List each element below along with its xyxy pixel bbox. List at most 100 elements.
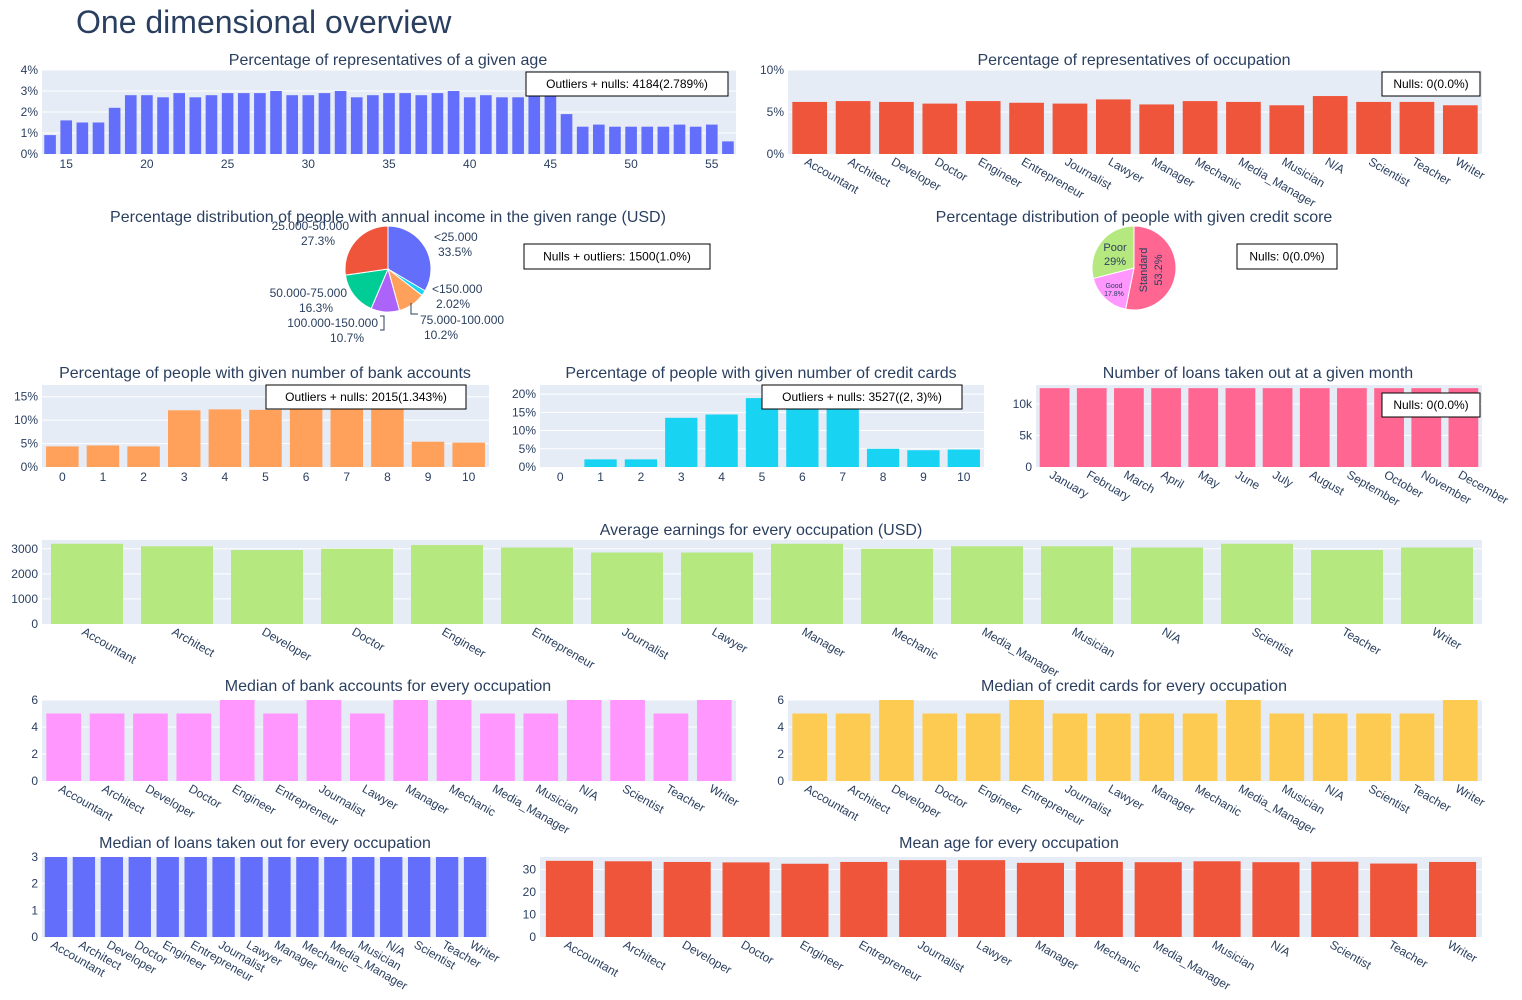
x-tick-label: 5: [262, 470, 269, 484]
bar: [350, 97, 363, 154]
bar: [1139, 104, 1175, 154]
y-tick-label: 30: [523, 862, 537, 876]
bar: [947, 449, 980, 467]
bar: [1041, 546, 1113, 624]
y-tick-label: 4: [31, 720, 38, 734]
x-tick-label: Mechanic: [1193, 154, 1244, 192]
pie-slice: [1092, 267, 1135, 310]
bar: [1151, 388, 1181, 467]
bar: [1442, 105, 1478, 154]
bar: [371, 409, 404, 467]
bar: [1312, 713, 1348, 781]
slice-label: 100.000-150.000: [287, 316, 378, 330]
bar: [436, 700, 472, 781]
slice-percent: 53.2%: [1153, 254, 1165, 285]
bar: [399, 93, 411, 154]
bar: [480, 713, 515, 781]
bar: [593, 124, 605, 154]
x-tick-label: Manager: [403, 781, 451, 817]
bar: [124, 95, 137, 154]
bar: [1009, 102, 1044, 154]
x-tick-label: Engineer: [797, 937, 846, 973]
x-tick-label: 15: [60, 157, 74, 171]
bar: [219, 700, 255, 781]
bar: [189, 97, 202, 154]
annotation-text: Outliers + nulls: 3527((2, 3)%): [782, 390, 942, 404]
x-tick-label: 30: [302, 157, 316, 171]
x-tick-label: July: [1270, 467, 1295, 490]
y-tick-label: 10k: [1013, 397, 1033, 411]
x-tick-label: Manager: [1033, 937, 1081, 973]
bar: [965, 713, 1001, 781]
bar: [951, 546, 1023, 624]
bar: [1269, 105, 1305, 154]
bar: [705, 124, 718, 154]
chart-title: Percentage of people with given number o…: [565, 365, 956, 382]
bar: [879, 700, 914, 781]
y-tick-label: 0: [31, 930, 38, 944]
bar: [1095, 99, 1131, 154]
bar: [480, 95, 492, 154]
bar: [673, 124, 686, 154]
bar: [899, 860, 947, 937]
x-tick-label: May: [1196, 467, 1223, 490]
bar: [76, 122, 89, 154]
bar: [792, 101, 828, 154]
chart-title: Median of loans taken out for every occu…: [99, 835, 431, 852]
y-tick-label: 1000: [11, 592, 38, 606]
bar: [1131, 547, 1203, 624]
pie-slice: [1125, 225, 1177, 311]
bar: [156, 857, 179, 937]
x-tick-label: Journalist: [620, 624, 672, 662]
bar: [1009, 700, 1044, 781]
y-tick-label: 5k: [1019, 428, 1033, 442]
chart-title: Percentage of people with given number o…: [59, 365, 471, 382]
annotation-text: Nulls: 0(0.0%): [1393, 398, 1468, 412]
x-tick-label: 20: [140, 157, 154, 171]
bar: [1039, 388, 1070, 467]
x-tick-label: Mechanic: [1092, 937, 1143, 975]
bar: [1225, 388, 1256, 467]
bar: [321, 548, 393, 624]
slice-percent: 16.3%: [299, 301, 333, 315]
x-tick-label: Teacher: [1386, 937, 1430, 970]
slice-label: Good: [1105, 283, 1122, 290]
bar: [411, 545, 483, 624]
chart-med_bank: 0 2 4 6 Median of bank accounts for every oc…: [31, 678, 741, 837]
y-tick-label: 0: [31, 774, 38, 788]
chart-title: Percentage of representatives of a given…: [229, 52, 548, 69]
annotation-box: [265, 384, 467, 410]
y-tick-label: 0%: [21, 460, 39, 474]
bar: [173, 93, 185, 154]
x-tick-label: Engineer: [976, 781, 1025, 817]
x-tick-label: 3: [678, 470, 685, 484]
chart-title: Percentage distribution of people with a…: [110, 209, 666, 226]
bar: [545, 860, 593, 937]
bar: [745, 398, 779, 467]
y-tick-label: 2: [777, 747, 784, 761]
y-tick-label: 3%: [21, 84, 39, 98]
chart-title: Average earnings for every occupation (U…: [600, 522, 923, 539]
chart-credit: Percentage distribution of people with g…: [936, 209, 1338, 311]
x-tick-label: Writer: [707, 781, 742, 809]
x-tick-label: Media_Manager: [1236, 154, 1318, 209]
bar: [1399, 101, 1435, 154]
x-tick-label: 25: [221, 157, 235, 171]
y-tick-label: 5%: [21, 437, 39, 451]
bar: [1429, 861, 1477, 937]
bar: [696, 700, 732, 781]
slice-label: 50.000-75.000: [270, 286, 348, 300]
bar: [270, 91, 282, 154]
x-tick-label: Scientist: [1366, 154, 1413, 189]
x-tick-label: 2: [638, 470, 645, 484]
chart-med_loans: 0 1 2 3 Median of loans taken out for every …: [31, 835, 502, 993]
bar: [835, 101, 871, 154]
x-tick-label: Accountant: [562, 937, 622, 979]
bar: [334, 91, 347, 154]
bar: [306, 700, 342, 781]
bar: [289, 409, 323, 467]
x-tick-label: Scientist: [1366, 781, 1413, 816]
x-tick-label: Media_Manager: [980, 624, 1062, 679]
y-tick-label: 0: [529, 930, 536, 944]
